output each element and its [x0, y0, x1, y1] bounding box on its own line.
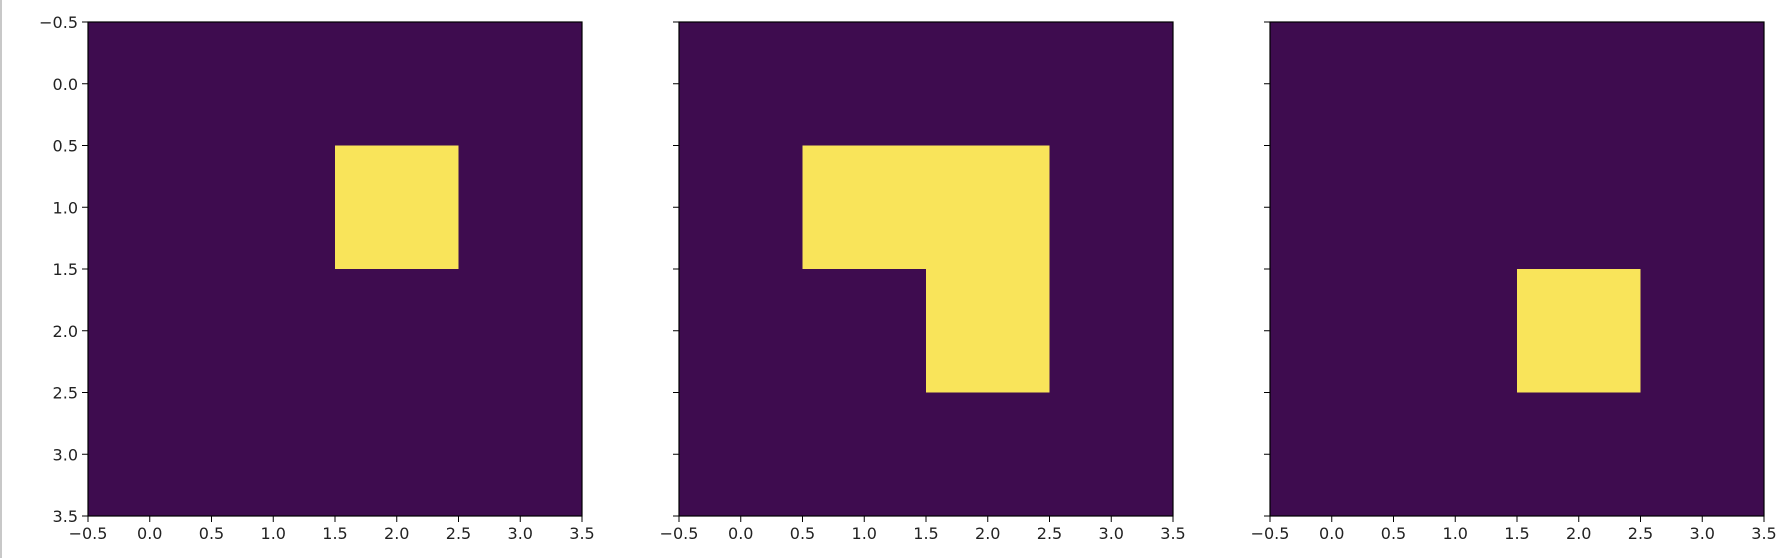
heatmap-cell-r0-c2: [1517, 22, 1641, 146]
x-tick-label: 0.0: [728, 524, 753, 543]
heatmap-cell-r3-c1: [1393, 392, 1518, 517]
heatmap-cell-r0-c2: [335, 22, 459, 146]
y-tick-label: 0.0: [53, 75, 78, 94]
heatmap-cell-r1-c2: [1517, 145, 1641, 270]
heatmap-cell-r2-c1: [802, 269, 927, 393]
heatmap-cell-r2-c0: [88, 269, 212, 393]
x-tick-label: 2.5: [1628, 524, 1653, 543]
x-tick-label: 1.0: [261, 524, 286, 543]
y-tick-label: 2.5: [53, 384, 78, 403]
x-tick-label: 3.0: [1690, 524, 1715, 543]
heatmap-cell-r3-c0: [1270, 392, 1394, 517]
x-tick-label: 1.5: [322, 524, 347, 543]
heatmap-cell-r1-c2: [335, 145, 459, 270]
y-tick-label: 3.5: [53, 507, 78, 526]
heatmap-cell-r1-c0: [88, 145, 212, 270]
x-tick-label: 2.0: [1566, 524, 1591, 543]
x-tick-label: 1.5: [1504, 524, 1529, 543]
x-tick-label: 0.5: [199, 524, 224, 543]
x-tick-label: 0.5: [1381, 524, 1406, 543]
x-tick-label: 3.0: [508, 524, 533, 543]
x-tick-label: 3.5: [1160, 524, 1185, 543]
heatmap-cell-r3-c0: [679, 392, 803, 517]
heatmap-cell-r2-c3: [1049, 269, 1174, 393]
heatmap-cell-r3-c2: [1517, 392, 1641, 517]
heatmap-cell-r3-c2: [926, 392, 1050, 517]
x-tick-label: −0.5: [69, 524, 108, 543]
x-tick-label: −0.5: [1251, 524, 1290, 543]
x-tick-label: 2.0: [975, 524, 1000, 543]
y-tick-label: 0.5: [53, 137, 78, 156]
x-tick-label: 3.5: [1751, 524, 1776, 543]
heatmap-cell-r1-c3: [1640, 145, 1765, 270]
heatmap-panel-2: −0.5 0.0 0.5 1.0 1.5 2.0 2.5 3.0 3.5: [660, 21, 1186, 543]
left-border: [0, 0, 2, 558]
heatmap-cell-r3-c3: [458, 392, 583, 517]
heatmap-cell-r0-c0: [679, 22, 803, 146]
heatmap-cell-r1-c0: [679, 145, 803, 270]
x-tick-label: 3.0: [1099, 524, 1124, 543]
heatmap-panel-3: −0.5 0.0 0.5 1.0 1.5 2.0 2.5 3.0 3.5: [1251, 21, 1777, 543]
heatmap-cell-r3-c3: [1049, 392, 1174, 517]
heatmap-cell-r0-c0: [1270, 22, 1394, 146]
heatmap-cell-r0-c1: [211, 22, 336, 146]
heatmap-cell-r0-c3: [1049, 22, 1174, 146]
heatmap-cell-r0-c3: [1640, 22, 1765, 146]
heatmap-cell-r1-c1: [211, 145, 336, 270]
x-tick-label: −0.5: [660, 524, 699, 543]
heatmap-cell-r1-c2: [926, 145, 1050, 270]
y-tick-label: 1.5: [53, 260, 78, 279]
x-tick-label: 1.5: [913, 524, 938, 543]
heatmap-panel-1: −0.5 0.0 0.5 1.0 1.5 2.0 2.5 3.0 3.5−0.50.00.51.…: [39, 13, 595, 543]
heatmap-cell-r1-c0: [1270, 145, 1394, 270]
heatmap-cell-r2-c3: [1640, 269, 1765, 393]
y-tick-label: 2.0: [53, 322, 78, 341]
heatmap-cell-r3-c3: [1640, 392, 1765, 517]
heatmap-cell-r1-c1: [1393, 145, 1518, 270]
heatmap-cell-r2-c0: [679, 269, 803, 393]
x-tick-label: 3.5: [569, 524, 594, 543]
heatmap-cell-r2-c1: [211, 269, 336, 393]
y-tick-label: 3.0: [53, 445, 78, 464]
heatmap-cell-r0-c2: [926, 22, 1050, 146]
heatmap-cell-r3-c0: [88, 392, 212, 517]
heatmap-cell-r2-c2: [1517, 269, 1641, 393]
heatmap-cell-r2-c0: [1270, 269, 1394, 393]
heatmap-cell-r2-c3: [458, 269, 583, 393]
heatmap-cell-r1-c1: [802, 145, 927, 270]
heatmap-cell-r0-c0: [88, 22, 212, 146]
heatmap-cell-r2-c2: [926, 269, 1050, 393]
y-tick-label: 1.0: [53, 198, 78, 217]
heatmap-cell-r3-c2: [335, 392, 459, 517]
x-tick-label: 2.5: [446, 524, 471, 543]
x-tick-label: 0.5: [790, 524, 815, 543]
x-tick-label: 0.0: [137, 524, 162, 543]
x-tick-label: 2.5: [1037, 524, 1062, 543]
x-tick-label: 2.0: [384, 524, 409, 543]
heatmap-cell-r0-c3: [458, 22, 583, 146]
heatmap-cell-r1-c3: [458, 145, 583, 270]
heatmap-cell-r3-c1: [802, 392, 927, 517]
heatmap-cell-r3-c1: [211, 392, 336, 517]
heatmap-cell-r0-c1: [1393, 22, 1518, 146]
x-tick-label: 1.0: [1443, 524, 1468, 543]
heatmap-cell-r2-c2: [335, 269, 459, 393]
x-tick-label: 1.0: [852, 524, 877, 543]
heatmap-cell-r1-c3: [1049, 145, 1174, 270]
heatmap-cell-r2-c1: [1393, 269, 1518, 393]
x-tick-label: 0.0: [1319, 524, 1344, 543]
heatmap-cell-r0-c1: [802, 22, 927, 146]
y-tick-label: −0.5: [39, 13, 78, 32]
